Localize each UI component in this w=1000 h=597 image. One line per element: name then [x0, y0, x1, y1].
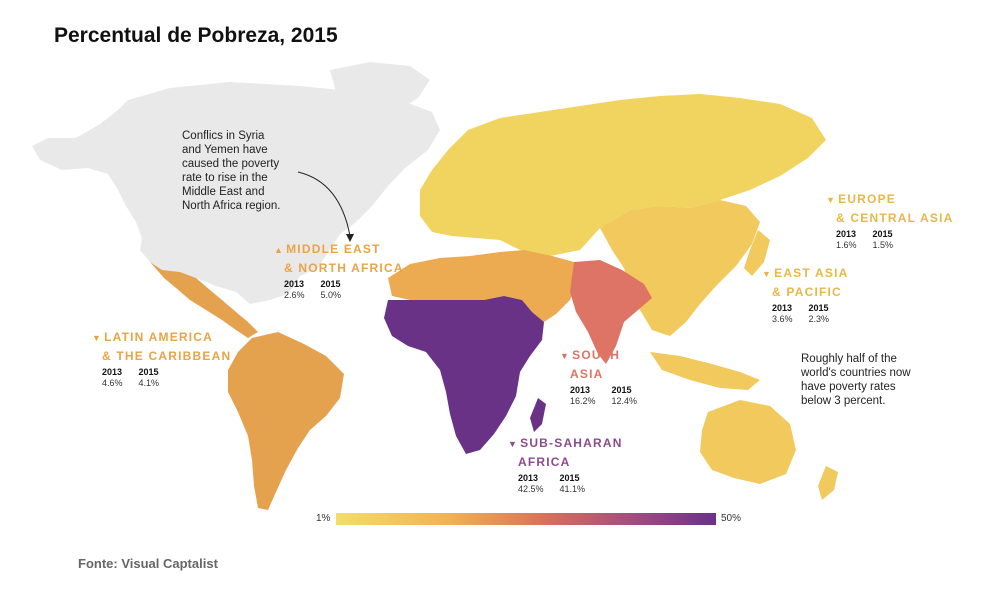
south-asia-shape [570, 260, 652, 364]
region-name-line2: & NORTH AFRICA [284, 261, 404, 275]
region-name-line2: & CENTRAL ASIA [836, 211, 954, 225]
region-name-line1: EAST ASIA [774, 266, 849, 280]
region-name-line1: SUB-SAHARAN [520, 436, 623, 450]
southeast-asia-islands-shape [650, 352, 760, 390]
value-2013: 3.6% [772, 314, 793, 324]
legend-max-label: 50% [721, 513, 742, 524]
year-label-a: 2013 [836, 229, 857, 239]
north-america-shape [32, 82, 440, 304]
australia-shape [700, 400, 796, 484]
europe-central-asia-shape [420, 94, 826, 256]
new-zealand-shape [818, 466, 838, 500]
half-countries-annotation: Roughly half of the world's countries no… [801, 353, 911, 407]
year-label-b: 2015 [138, 367, 159, 377]
year-label-b: 2015 [872, 229, 893, 239]
value-2013: 1.6% [836, 240, 857, 250]
value-2015: 4.1% [138, 378, 160, 388]
value-2015: 2.3% [808, 314, 830, 324]
annotation-arrow [297, 171, 351, 237]
region-east-asia-pacific: ▼ EAST ASIA & PACIFIC 2013 3.6% 2015 2.3% [762, 266, 849, 324]
region-sub-saharan-africa: ▼ SUB-SAHARAN AFRICA 2013 42.5% 2015 41.1% [508, 436, 623, 494]
greenland-shape [330, 62, 430, 118]
value-2015: 41.1% [559, 484, 586, 494]
year-label-a: 2013 [518, 473, 539, 483]
japan-shape [744, 230, 770, 276]
year-label-a: 2013 [102, 367, 123, 377]
region-middle-east-north-africa: ▲ MIDDLE EAST & NORTH AFRICA 2013 2.6% 201… [274, 242, 404, 300]
madagascar-shape [530, 398, 546, 432]
value-2013: 4.6% [102, 378, 123, 388]
region-name-line1: LATIN AMERICA [104, 330, 214, 344]
region-name-line2: ASIA [570, 367, 604, 381]
mena-annotation: Conflics in Syria and Yemen have caused … [182, 130, 281, 212]
region-name-line1: SOUTH [572, 348, 621, 362]
region-name-line2: & PACIFIC [772, 285, 842, 299]
annotation-arrowhead [346, 234, 354, 242]
legend-gradient-bar [336, 513, 716, 525]
region-name-line1: EUROPE [838, 192, 896, 206]
value-2015: 5.0% [320, 290, 342, 300]
region-europe-central-asia: ▼ EUROPE & CENTRAL ASIA 2013 1.6% 2015 1.5% [826, 192, 954, 250]
value-2015: 12.4% [611, 396, 638, 406]
map-title: Percentual de Pobreza, 2015 [54, 24, 338, 47]
region-latin-america-caribbean: ▼ LATIN AMERICA & THE CARIBBEAN 2013 4.6% … [92, 330, 232, 388]
legend-min-label: 1% [316, 513, 331, 524]
value-2013: 16.2% [570, 396, 596, 406]
region-south-asia: ▼ SOUTH ASIA 2013 16.2% 2015 12.4% [560, 348, 638, 406]
region-name-line1: MIDDLE EAST [286, 242, 381, 256]
central-america-shape [150, 262, 258, 338]
year-label-b: 2015 [320, 279, 341, 289]
region-name-line2: & THE CARIBBEAN [102, 349, 232, 363]
year-label-b: 2015 [559, 473, 580, 483]
year-label-b: 2015 [808, 303, 829, 313]
middle-east-north-africa-shape [388, 250, 578, 322]
year-label-a: 2013 [772, 303, 793, 313]
south-america-shape [228, 332, 344, 510]
year-label-a: 2013 [570, 385, 591, 395]
year-label-a: 2013 [284, 279, 305, 289]
value-2015: 1.5% [872, 240, 894, 250]
value-2013: 42.5% [518, 484, 544, 494]
source-credit: Fonte: Visual Captalist [78, 556, 218, 571]
region-name-line2: AFRICA [518, 455, 571, 469]
year-label-b: 2015 [611, 385, 632, 395]
sub-saharan-africa-shape [384, 296, 544, 454]
value-2013: 2.6% [284, 290, 305, 300]
